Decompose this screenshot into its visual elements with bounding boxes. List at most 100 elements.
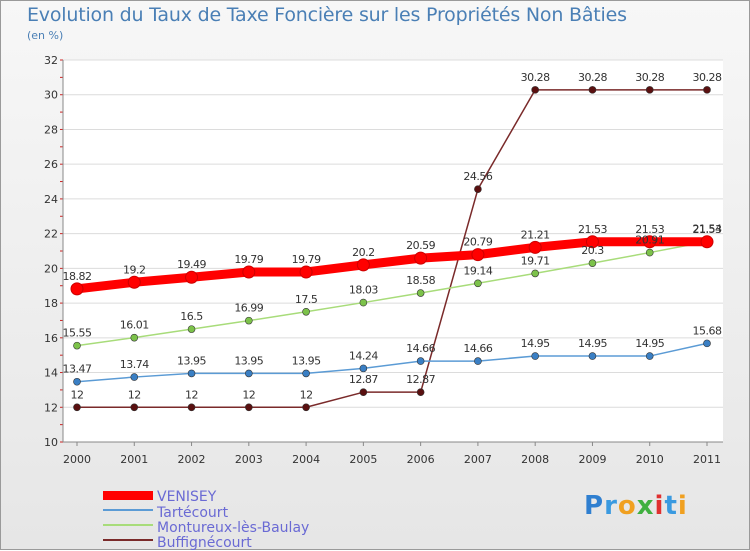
data-label: 13.95 bbox=[234, 354, 263, 367]
data-label: 17.5 bbox=[295, 293, 318, 306]
logo-letter: x bbox=[636, 491, 655, 521]
x-tick-label: 2008 bbox=[521, 453, 549, 466]
data-point bbox=[700, 235, 714, 249]
data-point bbox=[245, 316, 253, 325]
logo-letter: r bbox=[604, 491, 618, 521]
data-label: 21.53 bbox=[635, 223, 664, 236]
axes bbox=[60, 59, 723, 446]
series-line-2 bbox=[76, 240, 708, 347]
x-tick-label: 2009 bbox=[578, 453, 606, 466]
x-tick-label: 2005 bbox=[349, 453, 377, 466]
data-point bbox=[416, 289, 425, 297]
data-point bbox=[474, 185, 482, 193]
data-label: 12 bbox=[128, 388, 141, 401]
x-tick-label: 2002 bbox=[178, 453, 206, 466]
data-point bbox=[645, 248, 654, 257]
series-line-1 bbox=[76, 342, 708, 383]
data-label: 21.54 bbox=[693, 223, 722, 236]
series-line-0 bbox=[72, 237, 712, 294]
data-point bbox=[471, 248, 485, 262]
grid bbox=[63, 59, 723, 443]
data-point bbox=[242, 265, 256, 279]
data-point bbox=[645, 86, 654, 94]
data-label: 30.28 bbox=[635, 71, 664, 84]
y-tick-label: 22 bbox=[44, 228, 58, 241]
logo-letter: i bbox=[654, 491, 665, 521]
data-label: 24.56 bbox=[463, 170, 492, 183]
data-label: 30.28 bbox=[693, 71, 722, 84]
data-labels: 18.82 19.2 19.49 19.79 19.79 20.2 20.59 20.79 21… bbox=[63, 71, 723, 401]
logo-letter: t bbox=[664, 491, 678, 521]
data-label: 20.91 bbox=[635, 234, 664, 247]
legend-swatch-buffignecourt bbox=[103, 539, 153, 541]
data-point bbox=[416, 357, 425, 365]
x-tick-label: 2001 bbox=[120, 453, 148, 466]
y-tick-label: 18 bbox=[44, 297, 58, 310]
x-tick-label: 2004 bbox=[292, 453, 320, 466]
logo-letter: i bbox=[677, 491, 688, 521]
data-label: 16.01 bbox=[120, 319, 149, 332]
data-point bbox=[359, 364, 368, 373]
data-point bbox=[73, 377, 81, 386]
y-tick-label: 30 bbox=[44, 89, 58, 102]
data-point bbox=[187, 325, 196, 333]
y-tick-label: 16 bbox=[44, 332, 58, 345]
data-label: 21.21 bbox=[521, 228, 550, 241]
legend-label-buffignecourt: Buffignécourt bbox=[157, 535, 252, 551]
data-label: 12.87 bbox=[406, 373, 435, 386]
data-label: 19.2 bbox=[123, 263, 146, 276]
data-label: 15.68 bbox=[693, 324, 722, 337]
data-point bbox=[414, 251, 428, 265]
plot-area bbox=[63, 60, 723, 442]
x-tick-label: 2006 bbox=[407, 453, 435, 466]
y-tick-label: 24 bbox=[44, 193, 58, 206]
y-tick-label: 28 bbox=[44, 123, 58, 136]
data-point bbox=[130, 373, 139, 381]
data-label: 12 bbox=[185, 388, 198, 401]
legend-swatch-montureux bbox=[103, 524, 153, 526]
legend-swatch-venisey bbox=[103, 491, 153, 500]
y-ticks: 10 12 14 16 18 20 22 24 26 28 30 32 bbox=[44, 54, 58, 449]
data-label: 13.74 bbox=[120, 358, 149, 371]
data-label: 19.14 bbox=[463, 264, 492, 277]
data-point bbox=[416, 388, 425, 396]
data-point bbox=[302, 369, 310, 378]
series-line-3 bbox=[76, 89, 708, 409]
data-point bbox=[245, 369, 253, 378]
data-point bbox=[130, 403, 139, 412]
legend-swatch-tartecourt bbox=[103, 509, 153, 511]
proxiti-logo: Proxiti bbox=[584, 491, 688, 521]
data-label: 30.28 bbox=[521, 71, 550, 84]
data-point bbox=[359, 298, 368, 307]
data-point bbox=[185, 270, 199, 284]
data-label: 20.79 bbox=[463, 236, 492, 249]
data-point bbox=[356, 258, 370, 272]
data-point bbox=[130, 333, 139, 342]
chart-subtitle: (en %) bbox=[27, 29, 64, 42]
data-point bbox=[474, 357, 482, 365]
data-label: 14.95 bbox=[635, 337, 664, 350]
logo-letter: P bbox=[584, 491, 605, 521]
legend-label-venisey: VENISEY bbox=[157, 489, 217, 505]
data-point bbox=[359, 388, 368, 396]
data-label: 30.28 bbox=[578, 71, 607, 84]
data-label: 18.82 bbox=[63, 270, 92, 283]
data-point bbox=[531, 269, 539, 278]
x-tick-label: 2003 bbox=[235, 453, 263, 466]
data-point bbox=[70, 282, 84, 296]
data-point bbox=[187, 403, 196, 412]
data-label: 13.47 bbox=[63, 363, 92, 376]
legend-label-montureux: Montureux-lès-Baulay bbox=[157, 520, 310, 536]
data-label: 16.99 bbox=[234, 302, 263, 315]
y-tick-label: 12 bbox=[44, 401, 58, 414]
data-label: 14.66 bbox=[406, 342, 435, 355]
x-tick-label: 2007 bbox=[464, 453, 492, 466]
data-label: 12 bbox=[300, 388, 313, 401]
data-point bbox=[73, 403, 81, 412]
data-label: 14.24 bbox=[349, 349, 378, 362]
data-label: 13.95 bbox=[177, 354, 206, 367]
data-label: 20.59 bbox=[406, 239, 435, 252]
data-point bbox=[187, 369, 196, 378]
data-point bbox=[245, 403, 253, 412]
